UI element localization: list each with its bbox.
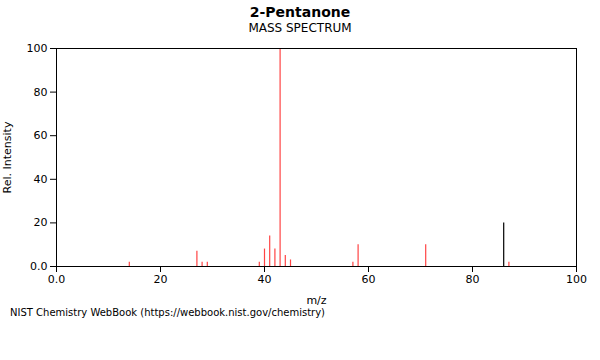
svg-text:60: 60 — [362, 273, 376, 286]
svg-text:80: 80 — [34, 86, 48, 99]
svg-text:Rel. Intensity: Rel. Intensity — [1, 121, 14, 193]
svg-text:60: 60 — [34, 129, 48, 142]
svg-text:0.0: 0.0 — [30, 260, 48, 273]
svg-text:100: 100 — [27, 42, 48, 55]
html-text:MASS SPECTRUM: MASS SPECTRUM — [248, 21, 352, 35]
svg-text:m/z: m/z — [306, 294, 326, 307]
html-text:NIST Chemistry WebBook (https:: NIST Chemistry WebBook (https://webbook.… — [10, 307, 325, 318]
svg-text:20: 20 — [154, 273, 168, 286]
svg-text:40: 40 — [34, 173, 48, 186]
svg-text:20: 20 — [34, 216, 48, 229]
html-text:2-Pentanone: 2-Pentanone — [249, 4, 351, 20]
svg-text:80: 80 — [466, 273, 480, 286]
svg-text:100: 100 — [566, 273, 587, 286]
svg-text:40: 40 — [258, 273, 272, 286]
svg-text:0.0: 0.0 — [48, 273, 66, 286]
